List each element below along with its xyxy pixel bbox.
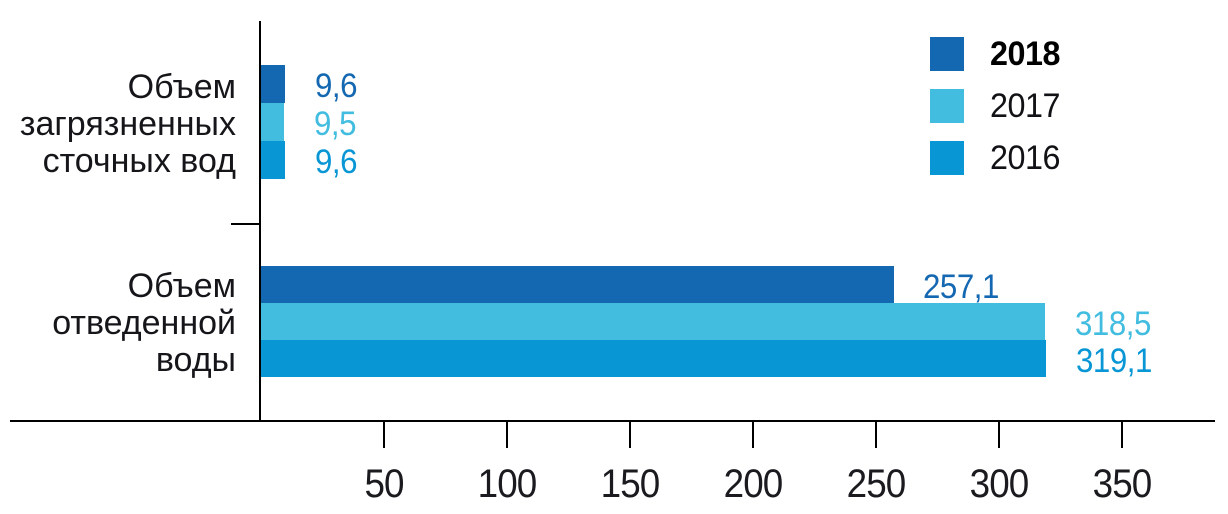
value-label-2018-cat1: 257,1 — [923, 268, 999, 306]
y-axis-line — [259, 21, 261, 422]
value-label-2017-cat1: 318,5 — [1075, 305, 1151, 343]
legend-item-2018: 2018 — [930, 34, 1064, 73]
category-label-0: Объем загрязненных сточных вод — [0, 69, 236, 180]
bar-2017-cat0 — [261, 103, 285, 141]
legend-item-2016: 2016 — [930, 138, 1064, 177]
category-label-line: Объем — [127, 68, 236, 106]
x-tick-label-350: 350 — [1092, 462, 1153, 506]
value-label-2016-cat1: 319,1 — [1076, 342, 1152, 380]
x-tick-label-50: 50 — [364, 462, 404, 506]
category-label-line: Объем — [127, 267, 236, 305]
legend: 2018 2017 2016 — [930, 34, 1064, 177]
category-label-1: Объем отведенной воды — [0, 268, 236, 379]
x-tick-label-300: 300 — [969, 462, 1030, 506]
x-tick-200 — [752, 422, 754, 448]
legend-swatch-2017 — [930, 89, 964, 123]
x-axis-line — [10, 420, 1215, 422]
x-tick-label-200: 200 — [723, 462, 784, 506]
value-label-2017-cat0: 9,5 — [314, 105, 357, 143]
legend-label-2017: 2017 — [990, 86, 1060, 125]
value-label-2016-cat0: 9,6 — [315, 143, 358, 181]
x-tick-250 — [875, 422, 877, 448]
legend-swatch-2016 — [930, 141, 964, 175]
bar-2017-cat1 — [261, 303, 1045, 340]
category-label-line: сточных вод — [42, 142, 236, 180]
bar-2018-cat0 — [261, 65, 285, 103]
bar-2016-cat1 — [261, 340, 1046, 377]
bar-2016-cat0 — [261, 141, 285, 179]
category-separator-tick — [231, 223, 260, 225]
x-tick-label-100: 100 — [477, 462, 538, 506]
x-tick-label-150: 150 — [600, 462, 661, 506]
legend-label-2018: 2018 — [990, 34, 1060, 73]
x-tick-label-250: 250 — [846, 462, 907, 506]
category-label-line: отведенной — [52, 304, 236, 342]
value-label-2018-cat0: 9,6 — [315, 67, 358, 105]
x-tick-100 — [506, 422, 508, 448]
x-tick-50 — [383, 422, 385, 448]
category-label-line: загрязненных — [19, 105, 236, 143]
category-label-line: воды — [155, 341, 236, 379]
x-tick-350 — [1121, 422, 1123, 448]
legend-swatch-2018 — [930, 37, 964, 71]
x-tick-150 — [629, 422, 631, 448]
legend-item-2017: 2017 — [930, 86, 1064, 125]
bar-2018-cat1 — [261, 266, 894, 303]
x-tick-300 — [998, 422, 1000, 448]
legend-label-2016: 2016 — [990, 138, 1060, 177]
